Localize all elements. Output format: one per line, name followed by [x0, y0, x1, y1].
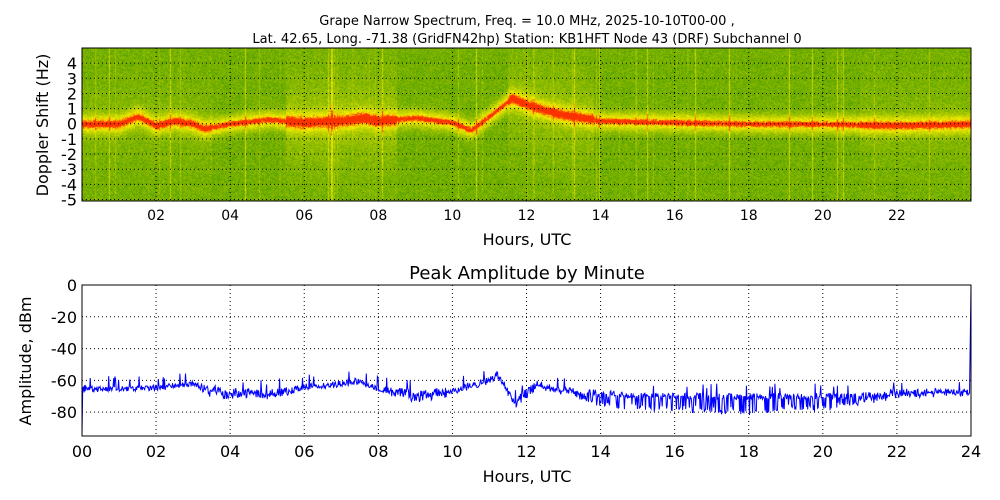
spectrogram-y-tick-label: -5: [61, 190, 77, 209]
spectrogram-x-tick-label: 02: [147, 208, 165, 224]
amplitude-series-line: [81, 284, 972, 437]
amplitude-xlabel: Hours, UTC: [483, 467, 572, 486]
spectrogram-x-tick-label: 14: [592, 208, 610, 224]
amplitude-x-tick-label: 22: [887, 442, 907, 461]
spectrogram-title-line2: Lat. 42.65, Long. -71.38 (GridFN42hp) St…: [252, 32, 801, 47]
amplitude-y-tick-label: 0: [67, 276, 77, 295]
amplitude-y-tick-label: -60: [51, 371, 77, 390]
amplitude-x-tick-label: 20: [813, 442, 833, 461]
amplitude-x-tick-label: 18: [739, 442, 759, 461]
spectrogram-x-tick-label: 22: [888, 208, 906, 224]
spectrogram-title-line1: Grape Narrow Spectrum, Freq. = 10.0 MHz,…: [319, 14, 734, 29]
amplitude-x-tick-label: 24: [961, 442, 981, 461]
spectrogram-y-tick-label: 3: [67, 69, 77, 88]
amplitude-y-tick-label: -20: [51, 308, 77, 327]
spectrogram-y-tick-label: 1: [67, 100, 77, 119]
spectrogram-frame: [81, 47, 972, 202]
amplitude-title: Peak Amplitude by Minute: [409, 263, 645, 284]
spectrogram-x-tick-label: 20: [814, 208, 832, 224]
spectrogram-y-tick-label: -2: [61, 145, 77, 164]
spectrogram-xlabel: Hours, UTC: [483, 230, 572, 249]
spectrogram-y-tick-label: -1: [61, 130, 77, 149]
amplitude-x-tick-label: 16: [664, 442, 684, 461]
amplitude-frame: [81, 284, 972, 437]
amplitude-y-tick-label: -80: [51, 403, 77, 422]
amplitude-x-tick-label: 06: [294, 442, 314, 461]
amplitude-x-tick-label: 08: [368, 442, 388, 461]
spectrogram-x-tick-label: 10: [444, 208, 462, 224]
spectrogram-x-tick-label: 08: [369, 208, 387, 224]
spectrogram-y-tick-label: -3: [61, 160, 77, 179]
spectrogram-x-tick-label: 06: [295, 208, 313, 224]
amplitude-y-tick-label: -40: [51, 340, 77, 359]
amplitude-x-tick-label: 12: [516, 442, 536, 461]
amplitude-x-tick-label: 00: [72, 442, 92, 461]
spectrogram-y-tick-label: 0: [67, 115, 77, 134]
spectrogram-ylabel: Doppler Shift (Hz): [33, 54, 52, 197]
spectrogram-y-tick-label: 2: [67, 84, 77, 103]
amplitude-x-tick-label: 04: [220, 442, 240, 461]
amplitude-x-tick-label: 02: [146, 442, 166, 461]
spectrogram-y-tick-label: -4: [61, 175, 77, 194]
spectrogram-x-tick-label: 04: [221, 208, 239, 224]
spectrogram-x-tick-label: 16: [666, 208, 684, 224]
spectrogram-y-tick-label: 4: [67, 54, 77, 73]
amplitude-ylabel: Amplitude, dBm: [16, 297, 35, 426]
spectrogram-x-tick-label: 18: [740, 208, 758, 224]
spectrogram-x-tick-label: 12: [518, 208, 536, 224]
amplitude-x-tick-label: 14: [590, 442, 610, 461]
amplitude-x-tick-label: 10: [442, 442, 462, 461]
